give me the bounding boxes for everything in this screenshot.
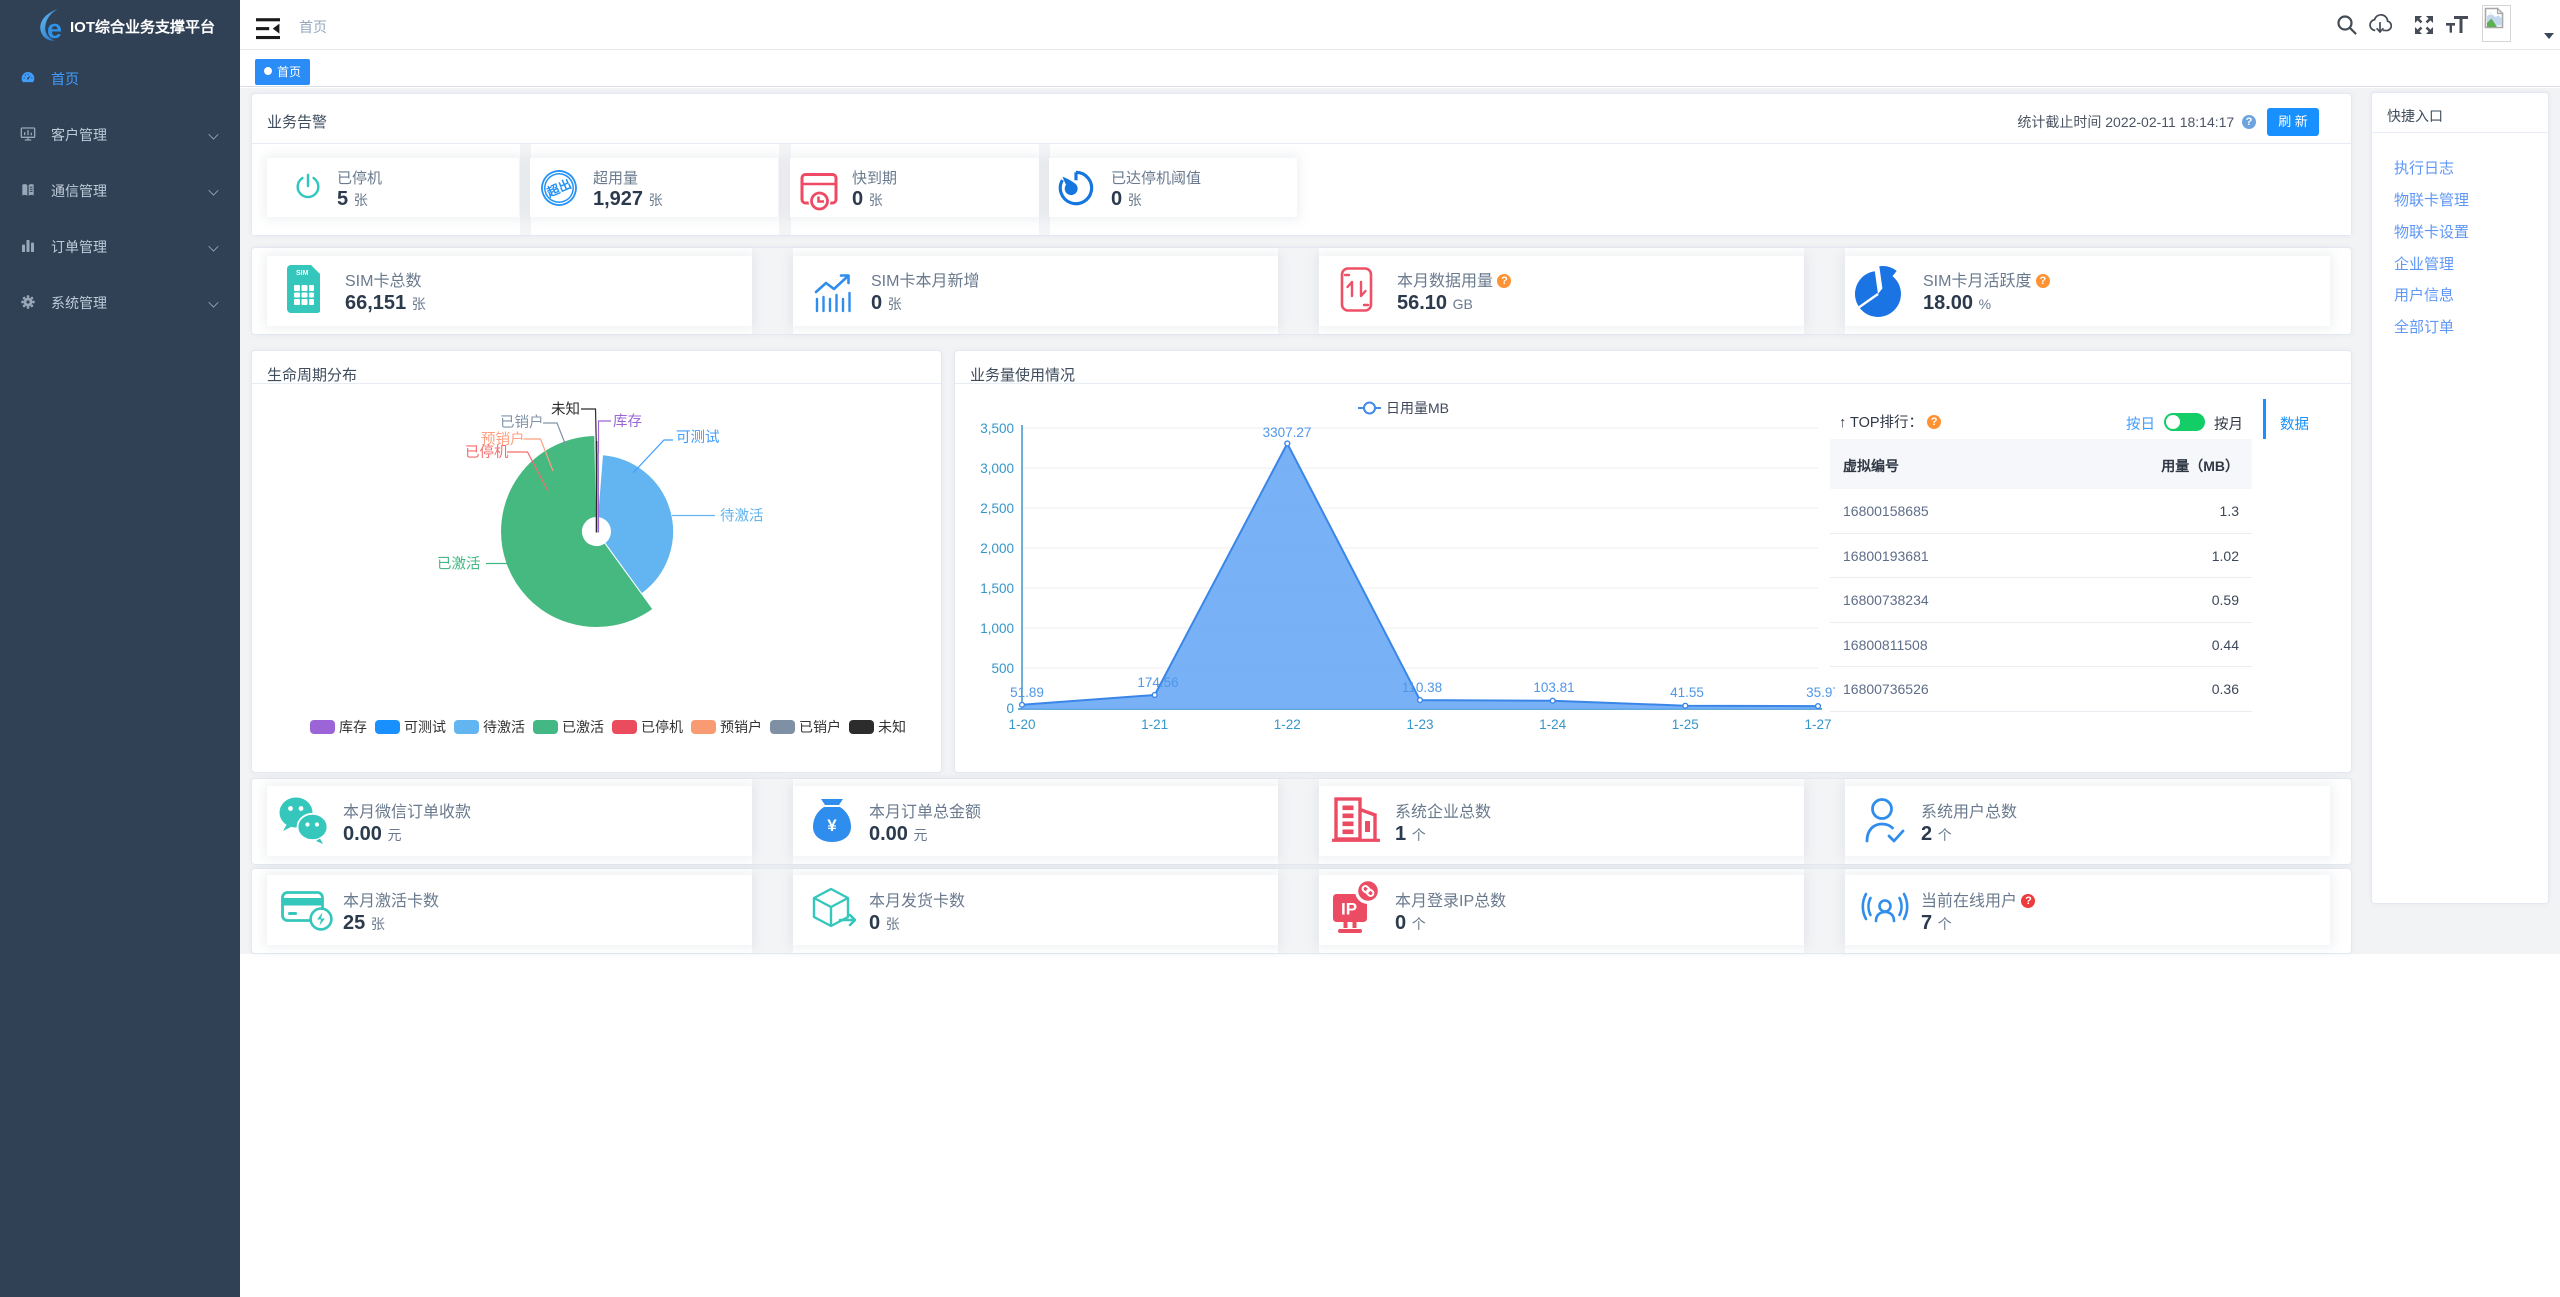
svg-text:可测试: 可测试	[404, 719, 446, 735]
svg-text:预销户: 预销户	[481, 431, 525, 448]
svg-text:3,500: 3,500	[980, 421, 1014, 436]
svg-text:已销户: 已销户	[799, 719, 841, 735]
svg-text:e: e	[47, 14, 62, 42]
svg-text:未知: 未知	[878, 719, 906, 735]
svg-text:已销户: 已销户	[500, 414, 544, 431]
svg-text:1-27: 1-27	[1804, 717, 1831, 732]
svg-text:103.81: 103.81	[1533, 680, 1574, 695]
svg-text:3307.27: 3307.27	[1263, 425, 1312, 440]
svg-text:0: 0	[1006, 701, 1014, 716]
svg-text:51.89: 51.89	[1010, 685, 1044, 700]
svg-text:1-20: 1-20	[1008, 717, 1035, 732]
svg-text:41.55: 41.55	[1670, 685, 1704, 700]
svg-text:1-24: 1-24	[1539, 717, 1567, 732]
svg-text:1-23: 1-23	[1406, 717, 1433, 732]
svg-text:1-21: 1-21	[1141, 717, 1168, 732]
svg-text:预销户: 预销户	[720, 719, 762, 735]
svg-text:SIM: SIM	[296, 270, 309, 277]
svg-text:2,000: 2,000	[980, 541, 1014, 556]
svg-text:1,500: 1,500	[980, 581, 1014, 596]
svg-text:待激活: 待激活	[483, 719, 525, 735]
svg-text:已停机: 已停机	[641, 719, 683, 735]
svg-text:110.38: 110.38	[1402, 680, 1442, 695]
svg-text:35.97: 35.97	[1806, 685, 1835, 700]
svg-text:库存: 库存	[613, 413, 642, 430]
svg-text:日用量MB: 日用量MB	[1386, 400, 1449, 416]
svg-text:1,000: 1,000	[980, 621, 1014, 636]
svg-text:3,000: 3,000	[980, 461, 1014, 476]
svg-text:¥: ¥	[827, 816, 837, 835]
svg-text:未知: 未知	[551, 401, 580, 418]
svg-text:已激活: 已激活	[437, 556, 481, 573]
svg-text:已停机: 已停机	[465, 444, 509, 461]
svg-text:174.56: 174.56	[1137, 675, 1178, 690]
svg-text:库存: 库存	[339, 719, 367, 735]
svg-text:待激活: 待激活	[720, 508, 764, 525]
svg-text:1-22: 1-22	[1274, 717, 1301, 732]
svg-text:1-25: 1-25	[1672, 717, 1699, 732]
svg-text:500: 500	[991, 661, 1014, 676]
svg-text:可测试: 可测试	[676, 429, 720, 446]
svg-text:已激活: 已激活	[562, 719, 604, 735]
svg-text:IP: IP	[1341, 900, 1357, 919]
svg-text:2,500: 2,500	[980, 501, 1014, 516]
